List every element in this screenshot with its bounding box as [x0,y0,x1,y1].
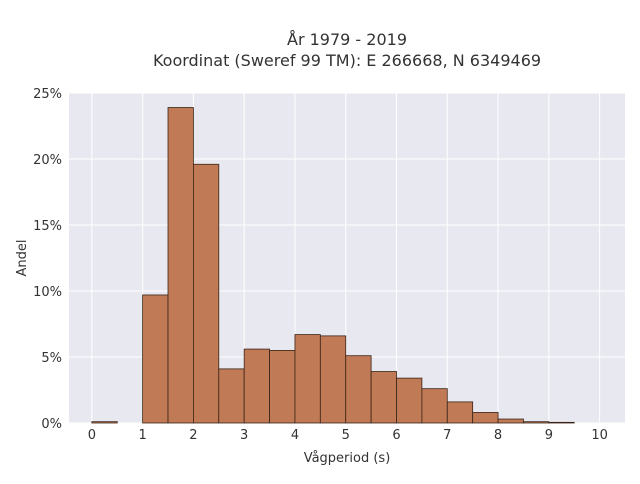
bars [91,107,575,424]
y-tick-label: 20% [33,153,62,168]
y-tick-label: 10% [33,285,62,300]
x-axis-label: Vågperiod (s) [304,451,391,466]
histogram-bar [269,349,296,424]
histogram-bar [370,371,397,424]
x-tick-label: 2 [189,428,197,443]
y-axis-label: Andel [15,240,30,277]
y-tick-label: 0% [41,417,62,432]
y-tick-label: 5% [41,351,62,366]
histogram-bar [523,421,550,424]
histogram-bar [319,335,347,424]
histogram-bar [421,388,448,424]
y-tick-labels: 0% 5% 10% 15% 20% 25% [33,87,62,432]
histogram-bar [91,421,118,424]
x-tick-label: 1 [138,428,146,443]
histogram-bar [345,355,372,424]
histogram-bar [497,418,524,424]
x-tick-label: 5 [342,428,350,443]
histogram-bar [548,421,575,424]
x-tick-labels: 0 1 2 3 4 5 6 7 8 9 10 [88,428,608,443]
histogram-bar [243,348,270,424]
x-tick-label: 10 [591,428,608,443]
histogram-bar [294,334,321,424]
y-tick-label: 25% [33,87,62,102]
histogram-bar [446,401,474,424]
y-tick-label: 15% [33,219,62,234]
chart-title-line2: Koordinat (Sweref 99 TM): E 266668, N 63… [153,51,541,70]
histogram-bar [396,377,423,424]
histogram-bar [142,294,169,424]
x-tick-label: 8 [494,428,502,443]
x-tick-label: 6 [392,428,400,443]
x-tick-label: 3 [240,428,248,443]
x-tick-label: 0 [88,428,96,443]
histogram-bar [472,412,499,424]
chart-title-line1: År 1979 - 2019 [287,30,407,49]
x-tick-label: 4 [291,428,299,443]
histogram-bar [193,163,220,424]
x-tick-label: 7 [443,428,451,443]
histogram-bar [218,368,245,424]
histogram-bar [167,107,194,424]
x-tick-label: 9 [545,428,553,443]
